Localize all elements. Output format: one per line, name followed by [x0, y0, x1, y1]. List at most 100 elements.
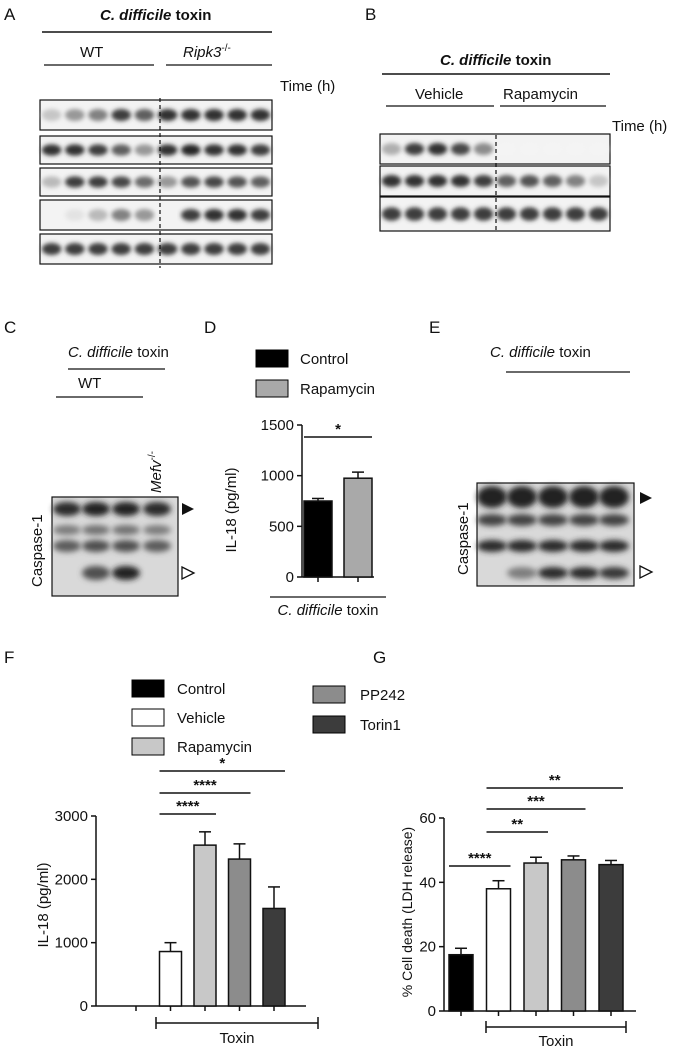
blot-band — [41, 176, 62, 188]
panel-g-y-tick-label: 20 — [419, 939, 436, 956]
panel-d: D Control Rapamycin IL-18 (pg/ml) 0 500 10… — [204, 318, 386, 619]
panel-a-group-wt: WT — [80, 44, 103, 61]
blot-band — [82, 502, 110, 516]
panel-c-blot-label: Caspase-1 — [29, 514, 46, 587]
blot-band — [250, 209, 271, 221]
blot-band — [250, 243, 271, 255]
panel-c-full-length-arrow-icon — [182, 503, 194, 515]
panel-a: A C. difficile toxin WT Ripk3-/- Time (h… — [4, 5, 335, 268]
panel-f-xlabel-bracket — [155, 1017, 319, 1029]
blot-band — [599, 514, 629, 526]
panel-f: F Control Vehicle Rapamycin IL-18 (pg/ml… — [4, 648, 319, 1047]
blot-band — [65, 209, 85, 221]
panel-g-y-tick-label: 60 — [419, 810, 436, 827]
panel-d-ylabel: IL-18 (pg/ml) — [223, 467, 240, 552]
panel-f-bar-vehicle — [158, 950, 183, 1007]
panel-e: E C. difficile toxin Caspase-1 — [429, 318, 654, 587]
blot-band — [404, 143, 425, 155]
panel-d-bar-control — [303, 500, 333, 578]
panel-d-bar-rapamycin — [343, 477, 373, 578]
blot-band — [519, 143, 540, 155]
panel-f-y-tick-label: 3000 — [55, 808, 88, 825]
panel-f-ylabel: IL-18 (pg/ml) — [35, 862, 52, 947]
blot-band — [569, 486, 599, 508]
blot-band — [227, 243, 247, 255]
blot-band — [473, 143, 494, 155]
blot-band — [588, 143, 609, 155]
panel-d-legend-swatch-rapamycin — [255, 379, 289, 398]
blot-band — [250, 144, 271, 156]
panel-g: G PP242 Torin1 % Cell death (LDH release… — [312, 648, 636, 1050]
panel-f-legend-swatch-vehicle — [131, 708, 165, 727]
blot-band — [181, 109, 201, 121]
blot-band — [65, 109, 85, 121]
panel-d-legend-control: Control — [300, 351, 348, 368]
blot-band — [143, 540, 171, 552]
blot-band — [427, 143, 448, 155]
panel-f-legend-swatch-rapamycin — [131, 737, 165, 756]
panel-c-cleaved-arrow-icon — [181, 565, 196, 581]
panel-b-letter: B — [365, 5, 376, 24]
blot-band — [227, 176, 247, 188]
blot-band — [519, 207, 540, 221]
panel-f-y-tick-label: 1000 — [55, 935, 88, 952]
blot-band — [112, 525, 140, 535]
blot-band — [250, 109, 271, 121]
blot-band — [227, 144, 247, 156]
panel-b-toxin-title: C. difficile toxin — [440, 52, 551, 69]
panel-a-blot-gapdh — [39, 233, 273, 265]
panel-a-blot-p-gsk3b — [39, 135, 273, 165]
blot-band — [41, 109, 62, 121]
blot-band — [111, 109, 131, 121]
blot-band — [41, 144, 62, 156]
blot-band — [227, 109, 247, 121]
blot-band — [507, 514, 537, 526]
blot-band — [157, 243, 178, 255]
blot-band — [542, 175, 563, 187]
panel-d-chart: 0 500 1000 1500 * — [261, 417, 374, 586]
panel-b-blots — [379, 133, 611, 232]
blot-band — [88, 176, 108, 188]
panel-c-letter: C — [4, 318, 16, 337]
panel-f-significance-label: * — [219, 755, 225, 772]
blot-band — [112, 566, 140, 580]
panel-b: B C. difficile toxin Vehicle Rapamycin T… — [365, 5, 667, 232]
panel-a-time-label: Time (h) — [280, 78, 335, 95]
panel-g-legend-torin1: Torin1 — [360, 717, 401, 734]
blot-band — [111, 243, 131, 255]
blot-band — [65, 144, 85, 156]
blot-band — [496, 143, 517, 155]
panel-e-cleaved-arrow-icon — [639, 564, 654, 580]
blot-band — [381, 207, 402, 221]
panel-f-letter: F — [4, 648, 14, 667]
panel-d-legend-swatch-control — [255, 349, 289, 368]
blot-band — [427, 207, 448, 221]
blot-band — [507, 567, 537, 579]
panel-g-legend-pp242: PP242 — [360, 687, 405, 704]
blot-band — [134, 209, 155, 221]
blot-band — [112, 502, 140, 516]
panel-g-bar-pp242 — [560, 859, 587, 1012]
panel-d-y-tick-label: 0 — [286, 569, 294, 586]
panel-f-bar-torin1 — [262, 907, 286, 1007]
blot-band — [65, 243, 85, 255]
panel-b-blot-p-s6 — [379, 165, 611, 197]
blot-band — [204, 144, 224, 156]
panel-g-bar-torin1 — [598, 863, 624, 1012]
blot-band — [88, 243, 108, 255]
blot-band — [88, 209, 108, 221]
panel-e-blot — [476, 482, 635, 587]
panel-f-legend-rapamycin: Rapamycin — [177, 739, 252, 756]
blot-band — [204, 209, 224, 221]
blot-band — [507, 486, 537, 508]
panel-g-xlabel: Toxin — [538, 1033, 573, 1050]
blot-band — [565, 207, 586, 221]
panel-f-bar-pp242 — [227, 858, 252, 1007]
panel-f-significance-label: **** — [176, 798, 200, 815]
panel-b-time-label: Time (h) — [612, 118, 667, 135]
blot-band — [157, 109, 178, 121]
blot-band — [157, 144, 178, 156]
panel-g-bar-rapamycin — [523, 862, 549, 1012]
blot-band — [143, 525, 171, 535]
